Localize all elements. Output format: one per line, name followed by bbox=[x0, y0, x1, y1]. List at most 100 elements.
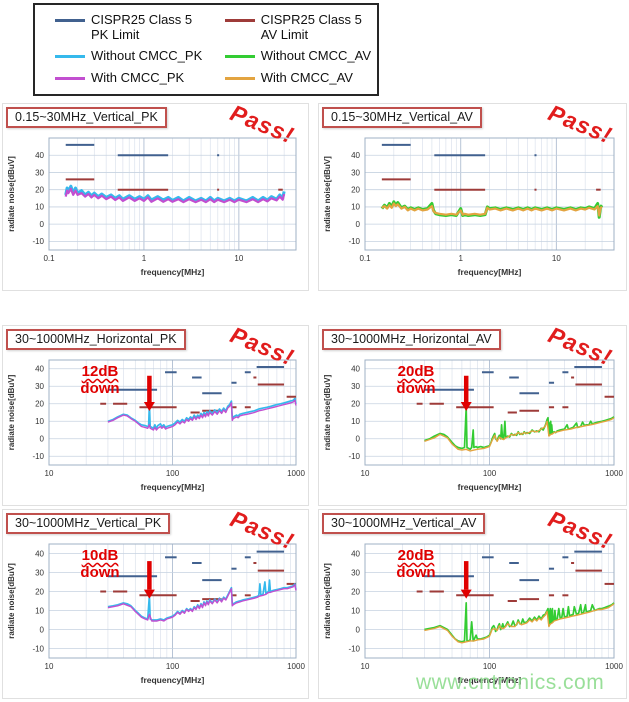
svg-text:0: 0 bbox=[40, 435, 45, 444]
svg-text:40: 40 bbox=[351, 549, 360, 558]
svg-text:0.1: 0.1 bbox=[43, 254, 55, 263]
svg-text:40: 40 bbox=[35, 365, 44, 374]
chart-title-4: 30~1000MHz_Vertical_PK bbox=[6, 513, 171, 534]
svg-text:-10: -10 bbox=[32, 237, 44, 246]
svg-text:100: 100 bbox=[483, 469, 497, 478]
chart-plot-3: 10 100 1000 -10 0 10 20 30 40 radiate noise[dBuV]… bbox=[323, 359, 623, 492]
legend-label: CISPR25 Class 5 PK Limit bbox=[91, 12, 193, 42]
limit-lines-pk bbox=[65, 143, 220, 157]
svg-text:1: 1 bbox=[458, 254, 463, 263]
reduction-word-4: down bbox=[80, 564, 120, 582]
chart-plot-4: 10 100 1000 -10 0 10 20 30 40 radiate noise[dBuV]… bbox=[7, 543, 305, 685]
chart-panel-5: 10 100 1000 -10 0 10 20 30 40 radiate noise[dBuV]… bbox=[318, 506, 627, 699]
svg-text:radiate noise[dBuV]: radiate noise[dBuV] bbox=[7, 374, 16, 450]
chart-panel-1: 0.1 1 10 -10 0 10 20 30 40 radiate noise[dBuV] fre… bbox=[318, 100, 627, 291]
reduction-annotation-5: 20dB down bbox=[371, 547, 461, 582]
limit-lines-av bbox=[381, 178, 601, 191]
reduction-word-3: down bbox=[396, 380, 436, 398]
legend-label: CISPR25 Class 5 AV Limit bbox=[260, 12, 362, 42]
svg-text:0: 0 bbox=[356, 220, 361, 229]
svg-text:frequency[MHz]: frequency[MHz] bbox=[458, 267, 522, 277]
legend-swatch-icon bbox=[55, 19, 85, 22]
series-without-cmcc-av bbox=[424, 406, 615, 451]
svg-text:0: 0 bbox=[40, 220, 45, 229]
series-with-cmcc-av bbox=[424, 417, 615, 452]
reduction-annotation-3: 20dB down bbox=[371, 363, 461, 398]
reduction-annotation-2: 12dB down bbox=[55, 363, 145, 398]
chart-plot-2: 10 100 1000 -10 0 10 20 30 40 radiate noise[dBuV]… bbox=[7, 359, 305, 492]
svg-text:30: 30 bbox=[35, 568, 44, 577]
svg-text:10: 10 bbox=[361, 469, 370, 478]
legend: CISPR25 Class 5 PK Limit CISPR25 Class 5 … bbox=[33, 3, 379, 97]
watermark: www.cntronics.com bbox=[416, 671, 605, 694]
svg-text:100: 100 bbox=[166, 469, 180, 478]
svg-text:40: 40 bbox=[351, 365, 360, 374]
legend-swatch-icon bbox=[224, 76, 255, 80]
svg-text:-10: -10 bbox=[32, 644, 44, 653]
svg-text:10: 10 bbox=[351, 417, 360, 426]
svg-text:-10: -10 bbox=[348, 452, 360, 461]
chart-panel-0: 0.1 1 10 -10 0 10 20 30 40 radiate noise[dBuV] fre… bbox=[2, 100, 309, 291]
chart-title-1: 0.15~30MHz_Vertical_AV bbox=[322, 107, 482, 128]
limit-lines-av bbox=[416, 376, 614, 414]
legend-item-4: With CMCC_PK bbox=[45, 69, 213, 86]
svg-text:100: 100 bbox=[483, 662, 497, 671]
svg-text:30: 30 bbox=[35, 168, 44, 177]
limit-lines-av bbox=[416, 562, 614, 602]
legend-swatch-icon bbox=[55, 76, 85, 80]
svg-text:-10: -10 bbox=[348, 644, 360, 653]
series-with-cmcc-pk bbox=[64, 187, 286, 204]
svg-text:1000: 1000 bbox=[605, 662, 623, 671]
down-arrow-icon bbox=[143, 375, 155, 411]
reduction-value-2: 12dB bbox=[81, 363, 119, 380]
series-without-cmcc-av bbox=[424, 602, 615, 643]
svg-text:-10: -10 bbox=[348, 237, 360, 246]
svg-text:30: 30 bbox=[351, 568, 360, 577]
svg-text:frequency[MHz]: frequency[MHz] bbox=[458, 675, 522, 685]
svg-text:10: 10 bbox=[351, 203, 360, 212]
svg-text:10: 10 bbox=[361, 662, 370, 671]
chart-panel-2: 10 100 1000 -10 0 10 20 30 40 radiate noise[dBuV]… bbox=[2, 322, 309, 506]
svg-text:10: 10 bbox=[45, 662, 54, 671]
svg-text:0: 0 bbox=[356, 435, 361, 444]
svg-text:10: 10 bbox=[351, 606, 360, 615]
chart-plot-0: 0.1 1 10 -10 0 10 20 30 40 radiate noise[dBuV] fre… bbox=[7, 137, 297, 277]
axis-labels: 0.1 1 10 -10 0 10 20 30 40 radiate noise[dBuV] fre… bbox=[7, 151, 244, 277]
svg-text:10: 10 bbox=[45, 469, 54, 478]
series-with-cmcc-av bbox=[381, 202, 603, 217]
svg-text:frequency[MHz]: frequency[MHz] bbox=[141, 675, 205, 685]
svg-text:radiate noise[dBuV]: radiate noise[dBuV] bbox=[7, 156, 16, 232]
reduction-value-5: 20dB bbox=[397, 547, 435, 564]
gridlines bbox=[48, 544, 297, 658]
svg-text:frequency[MHz]: frequency[MHz] bbox=[141, 482, 205, 492]
legend-item-0: CISPR25 Class 5 PK Limit bbox=[45, 12, 213, 42]
limit-lines-av bbox=[65, 178, 283, 191]
svg-text:frequency[MHz]: frequency[MHz] bbox=[141, 267, 205, 277]
svg-text:30: 30 bbox=[351, 382, 360, 391]
limit-lines-pk bbox=[381, 143, 537, 157]
svg-text:-10: -10 bbox=[32, 452, 44, 461]
chart-title-2: 30~1000MHz_Horizontal_PK bbox=[6, 329, 186, 350]
svg-text:30: 30 bbox=[35, 382, 44, 391]
svg-text:40: 40 bbox=[35, 549, 44, 558]
legend-label: With CMCC_AV bbox=[260, 69, 353, 85]
reduction-value-4: 10dB bbox=[81, 547, 119, 564]
axis-labels: 10 100 1000 -10 0 10 20 30 40 radiate noise[dBuV]… bbox=[323, 549, 623, 685]
series-without-cmcc-pk bbox=[64, 184, 286, 203]
reduction-word-5: down bbox=[396, 564, 436, 582]
svg-text:radiate noise[dBuV]: radiate noise[dBuV] bbox=[323, 374, 332, 450]
legend-swatch-icon bbox=[224, 19, 255, 22]
legend-label: With CMCC_PK bbox=[91, 69, 185, 85]
svg-text:1000: 1000 bbox=[605, 469, 623, 478]
reduction-value-3: 20dB bbox=[397, 363, 435, 380]
svg-text:100: 100 bbox=[166, 662, 180, 671]
svg-text:10: 10 bbox=[35, 203, 44, 212]
svg-text:10: 10 bbox=[234, 254, 243, 263]
chart-title-3: 30~1000MHz_Horizontal_AV bbox=[322, 329, 501, 350]
svg-text:20: 20 bbox=[35, 587, 44, 596]
series-with-cmcc-pk bbox=[107, 584, 297, 622]
series-with-cmcc-pk bbox=[107, 399, 297, 431]
axis-labels: 10 100 1000 -10 0 10 20 30 40 radiate noise[dBuV]… bbox=[7, 549, 305, 685]
legend-swatch-icon bbox=[224, 55, 255, 59]
